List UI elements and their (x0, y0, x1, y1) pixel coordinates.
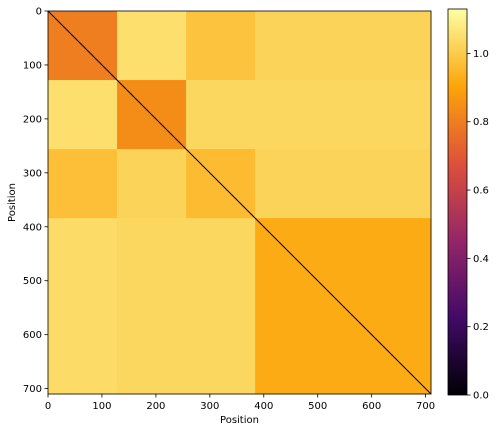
x-axis-label: Position (220, 415, 259, 426)
heatmap-block-3-0 (48, 218, 118, 395)
y-tick-label: 400 (23, 222, 42, 233)
heatmap-plot-area (47, 10, 432, 395)
diagonal-line (47, 10, 432, 395)
colorbar-tick-label: 0.8 (473, 117, 489, 128)
heatmap-block-1-0 (48, 80, 118, 150)
heatmap-block-2-0 (48, 149, 118, 219)
y-tick-label: 300 (23, 168, 42, 179)
x-tick-label: 400 (254, 401, 273, 412)
y-tick-label: 0 (36, 7, 42, 18)
heatmap-block-0-3 (255, 11, 432, 81)
plot-frame (47, 10, 432, 395)
x-tick-label: 600 (362, 401, 381, 412)
x-tick-label: 100 (92, 401, 111, 412)
colorbar-tick-label: 1.0 (473, 49, 489, 60)
heatmap-block-3-2 (186, 218, 256, 395)
colorbar-scale (447, 8, 468, 396)
colorbar-tick-label: 0.4 (473, 254, 489, 265)
y-tick-label: 200 (23, 114, 42, 125)
colorbar-tick-label: 0.0 (473, 391, 489, 402)
heatmap-block-2-3 (255, 149, 432, 219)
colorbar-tick-label: 0.2 (473, 322, 489, 333)
heatmap-block-0-1 (117, 11, 187, 81)
heatmap-block-1-3 (255, 80, 432, 150)
y-axis: 0 100 200 300 400 500 600 700 (23, 7, 48, 395)
colorbar: 0.0 0.2 0.4 0.6 0.8 1.0 (447, 8, 489, 402)
heatmap-block-0-2 (186, 11, 256, 81)
heatmap-block-1-2 (186, 80, 256, 150)
y-tick-label: 600 (23, 330, 42, 341)
x-axis: 0 100 200 300 400 500 600 700 (45, 394, 435, 412)
colorbar-tick-label: 0.6 (473, 186, 489, 197)
x-tick-label: 300 (200, 401, 219, 412)
y-tick-label: 700 (23, 384, 42, 395)
x-tick-label: 0 (45, 401, 51, 412)
heatmap-block-3-1 (117, 218, 187, 395)
y-tick-label: 500 (23, 276, 42, 287)
colorbar-ticks: 0.0 0.2 0.4 0.6 0.8 1.0 (467, 49, 489, 402)
x-tick-label: 200 (146, 401, 165, 412)
y-tick-label: 100 (23, 60, 42, 71)
heatmap-cells (48, 11, 432, 395)
heatmap-block-2-1 (117, 149, 187, 219)
y-axis-label: Position (7, 183, 18, 222)
x-tick-label: 500 (308, 401, 327, 412)
x-tick-label: 700 (416, 401, 435, 412)
